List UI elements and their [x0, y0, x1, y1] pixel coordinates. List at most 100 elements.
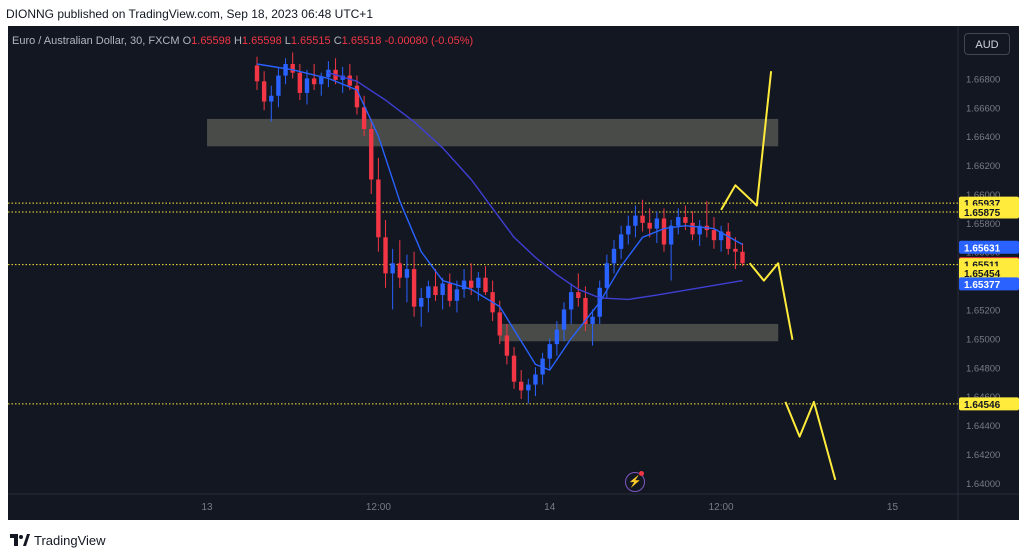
candle-down	[583, 297, 588, 324]
candle-up	[668, 225, 674, 245]
price-badge	[959, 240, 1019, 254]
candle-up	[718, 231, 724, 241]
price-badge-label: 1.64546	[964, 400, 1001, 411]
candle-up	[618, 234, 624, 249]
slow-moving-average-line	[328, 72, 743, 301]
y-tick-label: 1.66200	[966, 161, 1000, 172]
candle-up	[319, 76, 324, 85]
price-badge-label: 1.65377	[964, 280, 1001, 291]
y-tick-label: 1.64200	[966, 450, 1000, 461]
legend-close-label: C	[333, 35, 342, 47]
candle-down	[261, 81, 267, 102]
candle-up	[604, 263, 610, 288]
lightning-icon[interactable]: ⚡	[625, 472, 645, 492]
y-tick-label: 1.64400	[966, 421, 1000, 432]
tradingview-logo-icon	[10, 534, 30, 546]
candle-up	[476, 277, 481, 288]
symbol-legend: Euro / Australian Dollar, 30, FXCM O1.65…	[12, 35, 473, 47]
candle-down	[433, 286, 438, 296]
candle-up	[626, 225, 631, 235]
candle-up	[676, 217, 681, 226]
candle-down	[369, 128, 374, 180]
candle-up	[611, 248, 617, 264]
x-tick-label: 14	[544, 502, 556, 513]
candle-up	[276, 75, 281, 96]
candle-up	[547, 344, 552, 359]
candle-up	[419, 297, 424, 307]
notification-dot	[639, 471, 644, 476]
y-tick-label: 1.66000	[966, 190, 1000, 201]
price-badge-label: 1.65454	[964, 269, 1001, 280]
candle-up	[454, 289, 460, 301]
candle-down	[290, 64, 295, 73]
y-tick-label: 1.64000	[966, 479, 1000, 490]
candle-up	[404, 269, 410, 278]
currency-button[interactable]: AUD	[964, 33, 1010, 55]
price-badge	[959, 277, 1019, 291]
candle-up	[633, 215, 638, 226]
legend-low: 1.65515	[290, 35, 331, 47]
candle-up	[697, 225, 702, 235]
fast-moving-average-line	[256, 63, 743, 371]
candle-down	[661, 218, 667, 245]
y-tick-label: 1.64800	[966, 363, 1000, 374]
legend-high-label: H	[233, 35, 242, 47]
supply-demand-zone	[207, 118, 779, 147]
candle-up	[440, 283, 445, 296]
candle-down	[683, 217, 688, 223]
price-badge	[959, 397, 1019, 411]
legend-change: -0.00080 (-0.05%)	[384, 35, 474, 47]
candle-down	[254, 65, 260, 82]
candle-up	[526, 384, 531, 391]
price-badge	[959, 205, 1019, 219]
candle-up	[461, 280, 467, 290]
y-tick-label: 1.65000	[966, 334, 1000, 345]
projection-down-path-2	[784, 400, 837, 481]
publisher-line: DIONNG published on TradingView.com, Sep…	[6, 7, 373, 21]
candle-down	[647, 222, 652, 229]
y-tick-label: 1.66800	[966, 74, 1000, 85]
legend-open-label: O	[182, 35, 192, 47]
price-badge-label: 1.65875	[964, 208, 1001, 219]
x-tick-label: 12:00	[366, 502, 391, 513]
y-tick-label: 1.65200	[966, 305, 1000, 316]
candle-up	[269, 95, 274, 102]
x-tick-label: 15	[887, 502, 899, 513]
candle-down	[740, 251, 745, 264]
tradingview-brand: TradingView	[34, 533, 106, 548]
candle-down	[640, 215, 645, 223]
candle-down	[497, 312, 502, 336]
candle-up	[390, 263, 395, 274]
projection-up-path	[720, 71, 773, 211]
candle-down	[447, 283, 452, 301]
publish-header: DIONNG published on TradingView.com, Sep…	[0, 0, 1027, 26]
legend-symbol: Euro / Australian Dollar, 30, FXCM	[12, 35, 180, 47]
candle-down	[354, 85, 360, 108]
supply-demand-zone	[499, 323, 779, 342]
candle-down	[726, 231, 731, 249]
candle-down	[469, 280, 474, 288]
candle-up	[304, 78, 310, 93]
candle-down	[504, 335, 510, 356]
legend-high: 1.65598	[241, 35, 282, 47]
y-tick-label: 1.66600	[966, 103, 1000, 114]
price-badge	[959, 266, 1019, 280]
candle-down	[397, 263, 402, 278]
candle-down	[483, 277, 488, 293]
candle-down	[511, 355, 517, 382]
chart-area[interactable]: 1.66800 1.66600 1.66400 1.66200 1.66000 1.658…	[8, 26, 1019, 520]
projection-down-path	[748, 262, 794, 340]
candle-up	[654, 218, 660, 229]
candle-down	[311, 78, 317, 85]
candle-down	[733, 248, 738, 252]
candle-down	[347, 75, 353, 86]
candle-up	[283, 64, 288, 76]
candle-down	[361, 107, 367, 129]
legend-low-label: L	[284, 35, 291, 47]
candle-down	[518, 381, 524, 391]
legend-open: 1.65598	[191, 35, 231, 47]
price-chart[interactable]: 1.66800 1.66600 1.66400 1.66200 1.66000 1.658…	[8, 26, 1019, 520]
candle-down	[297, 72, 303, 93]
candle-down	[690, 222, 695, 235]
price-badge-label: 1.65631	[964, 243, 1001, 254]
